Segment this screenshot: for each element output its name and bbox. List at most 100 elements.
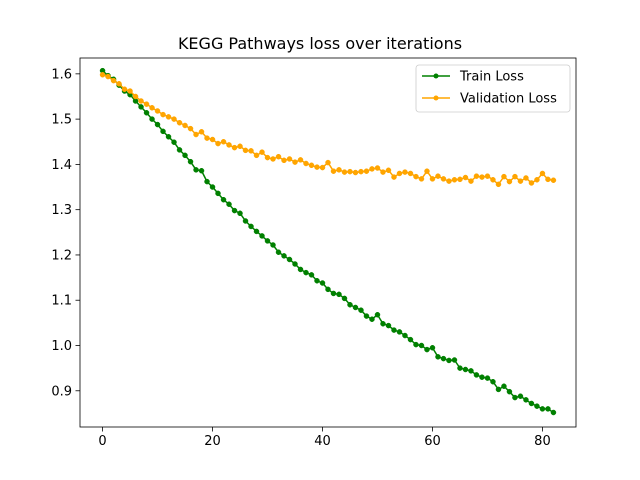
data-point-1	[369, 316, 375, 322]
data-point-2	[171, 116, 177, 122]
data-point-2	[149, 105, 155, 111]
data-point-2	[429, 176, 436, 182]
data-point-1	[490, 378, 496, 385]
data-point-1	[534, 403, 540, 409]
x-tick-label: 80	[534, 434, 551, 449]
y-tick-label: 1.1	[51, 294, 72, 309]
x-tick-label: 40	[314, 434, 331, 449]
data-point-2	[517, 178, 524, 184]
data-point-1	[512, 394, 518, 401]
data-point-2	[132, 93, 139, 100]
data-point-1	[330, 290, 337, 297]
x-tick-label: 0	[98, 434, 106, 449]
data-point-1	[363, 313, 370, 319]
data-point-2	[523, 175, 529, 181]
data-point-2	[506, 178, 513, 185]
data-point-2	[528, 180, 535, 186]
data-point-2	[369, 166, 375, 172]
data-point-2	[413, 173, 419, 180]
legend-box	[415, 64, 571, 113]
data-point-1	[517, 393, 524, 399]
data-point-1	[187, 158, 194, 165]
data-point-2	[336, 167, 342, 173]
data-point-1	[424, 346, 430, 353]
data-point-1	[440, 355, 447, 362]
legend-label-1: Train Loss	[459, 70, 524, 85]
legend-marker-2	[433, 95, 439, 101]
data-point-2	[270, 156, 276, 162]
series-group	[99, 67, 557, 416]
data-point-1	[484, 375, 491, 381]
data-point-2	[468, 178, 474, 184]
data-point-2	[462, 174, 469, 181]
data-point-2	[314, 164, 320, 170]
data-point-2	[242, 147, 249, 154]
data-point-2	[116, 81, 122, 87]
data-point-1	[237, 210, 243, 217]
data-point-1	[226, 201, 232, 207]
data-point-1	[149, 116, 155, 122]
data-point-1	[171, 139, 177, 145]
data-point-2	[209, 136, 216, 143]
plot-area: 0 20 40 60 80 0.9 1.0 1.1 1.2 1.3 1.4 1.5 1.6 Train L…	[51, 57, 577, 449]
data-point-2	[451, 177, 458, 183]
data-point-2	[352, 169, 359, 176]
data-point-2	[204, 135, 210, 141]
data-point-1	[446, 357, 452, 364]
data-point-1	[182, 152, 188, 159]
data-point-2	[424, 168, 430, 174]
data-point-1	[204, 178, 210, 185]
data-point-2	[402, 169, 408, 175]
data-point-2	[99, 72, 106, 78]
data-point-1	[193, 167, 199, 173]
data-point-1	[506, 388, 513, 395]
data-point-2	[440, 176, 447, 182]
data-point-2	[154, 108, 161, 114]
data-point-1	[429, 345, 436, 351]
data-point-2	[143, 101, 150, 107]
data-point-2	[330, 168, 337, 174]
data-point-2	[363, 168, 370, 174]
data-point-2	[138, 98, 144, 104]
data-point-2	[264, 154, 271, 161]
data-point-1	[413, 341, 419, 348]
data-point-1	[495, 386, 502, 393]
data-point-1	[402, 332, 408, 339]
data-point-2	[479, 174, 485, 180]
data-point-1	[341, 295, 348, 302]
data-point-2	[418, 176, 425, 182]
data-point-2	[319, 164, 326, 171]
data-point-2	[193, 131, 199, 138]
data-point-1	[501, 383, 507, 389]
data-point-1	[407, 336, 414, 343]
data-point-2	[226, 142, 232, 148]
data-point-1	[165, 134, 172, 140]
y-tick-label: 0.9	[51, 384, 72, 399]
legend: Train Loss Validation Loss	[415, 64, 571, 113]
data-point-2	[374, 165, 381, 171]
data-point-2	[182, 122, 188, 129]
x-tick-label: 20	[204, 434, 221, 449]
data-point-1	[468, 368, 474, 374]
data-point-2	[512, 173, 518, 180]
data-point-1	[545, 406, 551, 412]
data-point-1	[528, 400, 535, 407]
data-point-1	[264, 238, 271, 244]
data-point-2	[473, 173, 480, 179]
data-point-1	[358, 307, 364, 313]
data-point-2	[248, 148, 254, 154]
data-point-1	[160, 128, 166, 135]
data-point-1	[457, 365, 463, 371]
data-point-2	[187, 125, 194, 132]
data-point-2	[237, 143, 243, 150]
data-point-1	[550, 409, 557, 416]
data-point-2	[286, 156, 293, 162]
data-point-1	[435, 354, 441, 360]
data-point-1	[347, 302, 353, 308]
data-point-2	[259, 149, 265, 155]
data-point-2	[121, 86, 128, 92]
data-point-1	[325, 286, 331, 293]
data-point-2	[127, 88, 133, 94]
data-point-2	[391, 174, 397, 180]
